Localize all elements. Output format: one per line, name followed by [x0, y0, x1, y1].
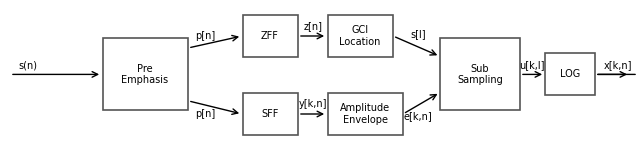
Bar: [328, 93, 403, 135]
Bar: [102, 38, 188, 110]
Text: Pre
Emphasis: Pre Emphasis: [122, 64, 168, 85]
Bar: [328, 15, 392, 57]
Bar: [243, 15, 298, 57]
Text: s[l]: s[l]: [410, 29, 426, 39]
Text: e[k,n]: e[k,n]: [404, 111, 433, 121]
Text: LOG: LOG: [560, 69, 580, 79]
Bar: [243, 93, 298, 135]
Text: Sub
Sampling: Sub Sampling: [457, 64, 503, 85]
Text: u[k,l]: u[k,l]: [519, 60, 545, 70]
Text: SFF: SFF: [261, 109, 278, 119]
Bar: [440, 38, 520, 110]
Text: p[n]: p[n]: [195, 109, 215, 119]
Text: s(n): s(n): [19, 61, 38, 71]
Text: z[n]: z[n]: [303, 21, 323, 31]
Text: ZFF: ZFF: [261, 31, 279, 41]
Bar: [545, 53, 595, 95]
Text: x[k,n]: x[k,n]: [604, 60, 632, 70]
Text: y[k,n]: y[k,n]: [299, 99, 327, 109]
Text: p[n]: p[n]: [195, 31, 215, 41]
Text: Amplitude
Envelope: Amplitude Envelope: [340, 103, 390, 125]
Text: GCI
Location: GCI Location: [339, 25, 381, 47]
